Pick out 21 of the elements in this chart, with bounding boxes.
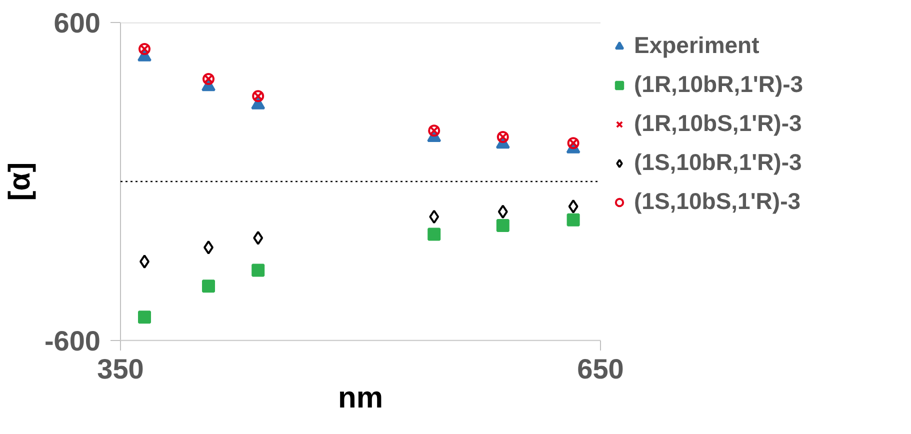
y-axis-title: [α] [3, 162, 36, 201]
point [138, 310, 151, 324]
point [428, 228, 441, 241]
x-tick-label: 350 [97, 354, 144, 384]
point [252, 264, 265, 277]
y-tick-label: -600 [44, 326, 101, 356]
x-tick-label: 650 [577, 354, 624, 384]
point [253, 230, 264, 245]
y-tick-label: 600 [54, 8, 100, 38]
point [568, 199, 578, 214]
point [496, 218, 510, 232]
legend-label: Experiment [634, 32, 760, 59]
point [202, 280, 215, 293]
legend-label: (1R,10bS,1'R)-3 [634, 110, 802, 137]
legend-label: (1R,10bR,1'R)-3 [634, 71, 804, 98]
point [498, 204, 508, 219]
point [429, 210, 440, 224]
x-axis-title: nm [338, 382, 383, 414]
point [566, 213, 580, 226]
legend-label: (1S,10bR,1'R)-3 [634, 149, 802, 176]
legend-label: (1S,10bS,1'R)-3 [634, 188, 801, 215]
